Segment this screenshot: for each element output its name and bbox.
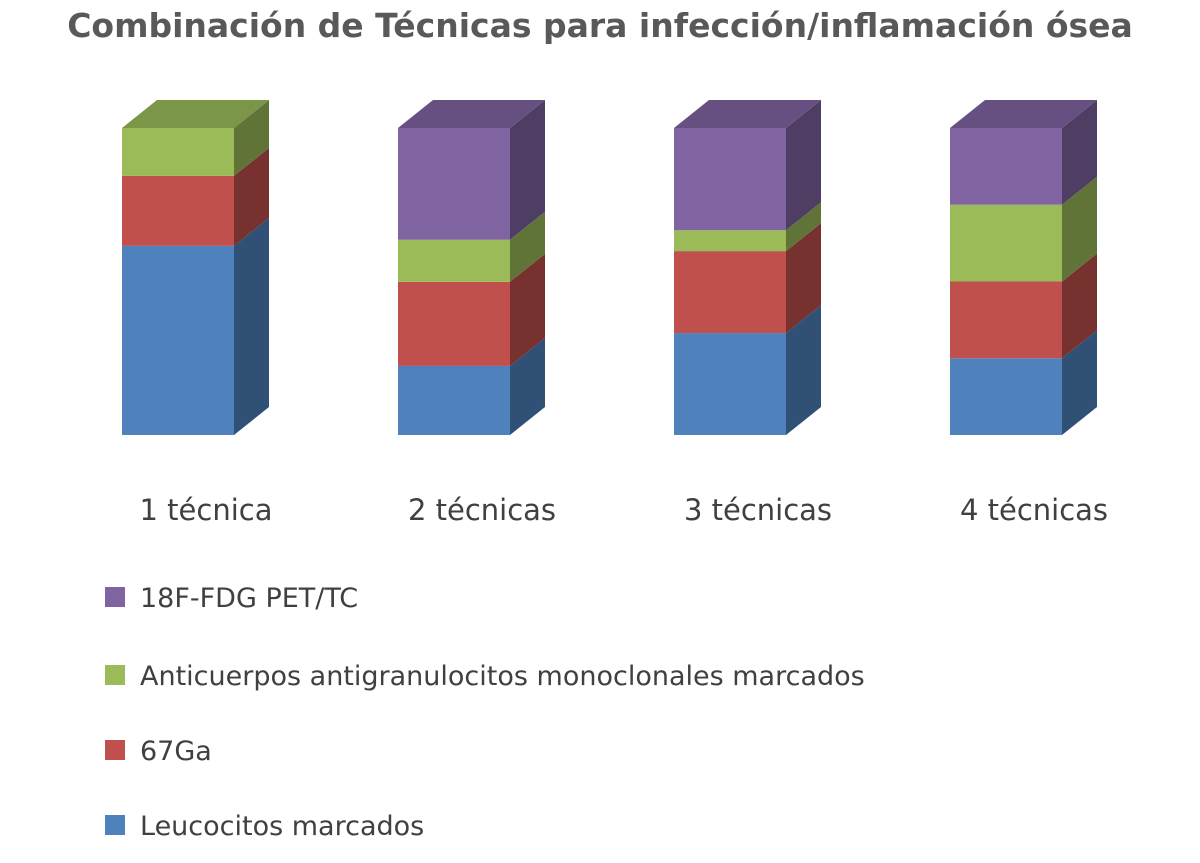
bar-segment-0-2	[674, 333, 786, 435]
bar-side-0-3	[1062, 330, 1097, 435]
bar-segment-0-0	[122, 245, 234, 435]
bar-side-3-3	[1062, 100, 1097, 205]
bar-side-2-0	[234, 100, 269, 176]
legend-label: 67Ga	[140, 736, 212, 767]
bar-segment-1-0	[122, 175, 234, 246]
category-label: 4 técnicas	[960, 493, 1108, 527]
bar-segment-2-0	[122, 128, 234, 176]
bar-side-1-3	[1062, 253, 1097, 359]
bar-top-2	[674, 100, 821, 128]
bar-segment-1-1	[398, 281, 510, 366]
bar-segment-3-3	[950, 128, 1062, 205]
legend-swatch	[105, 587, 125, 607]
bar-segment-1-3	[950, 281, 1062, 359]
category-label: 2 técnicas	[408, 493, 556, 527]
legend-swatch	[105, 815, 125, 835]
bar-segment-2-2	[674, 230, 786, 252]
bar-side-2-3	[1062, 176, 1097, 282]
chart-title: Combinación de Técnicas para infección/i…	[67, 6, 1133, 45]
bar-side-3-1	[510, 100, 545, 240]
bar-top-1	[398, 100, 545, 128]
legend-label: 18F-FDG PET/TC	[140, 583, 358, 614]
bar-side-1-0	[234, 147, 269, 246]
legend-swatch	[105, 740, 125, 760]
bar-segment-3-2	[674, 128, 786, 231]
bar-side-0-1	[510, 337, 545, 435]
bar-segment-1-2	[674, 251, 786, 334]
bar-side-3-2	[786, 100, 821, 231]
bar-side-1-1	[510, 253, 545, 366]
legend-label: Leucocitos marcados	[140, 811, 424, 842]
bar-side-2-2	[786, 202, 821, 252]
bar-segment-2-3	[950, 204, 1062, 282]
bar-segment-0-1	[398, 365, 510, 435]
bar-top-3	[950, 100, 1097, 128]
bar-top-0	[122, 100, 269, 128]
legend-label: Anticuerpos antigranulocitos monoclonale…	[140, 661, 865, 692]
bar-side-0-2	[786, 305, 821, 435]
bar-segment-0-3	[950, 358, 1062, 435]
legend-swatch	[105, 665, 125, 685]
category-label: 1 técnica	[140, 493, 273, 527]
bar-side-0-0	[234, 217, 269, 435]
bar-segment-2-1	[398, 239, 510, 282]
category-label: 3 técnicas	[684, 493, 832, 527]
bar-side-1-2	[786, 223, 821, 334]
bar-segment-3-1	[398, 128, 510, 240]
bar-side-2-1	[510, 211, 545, 282]
